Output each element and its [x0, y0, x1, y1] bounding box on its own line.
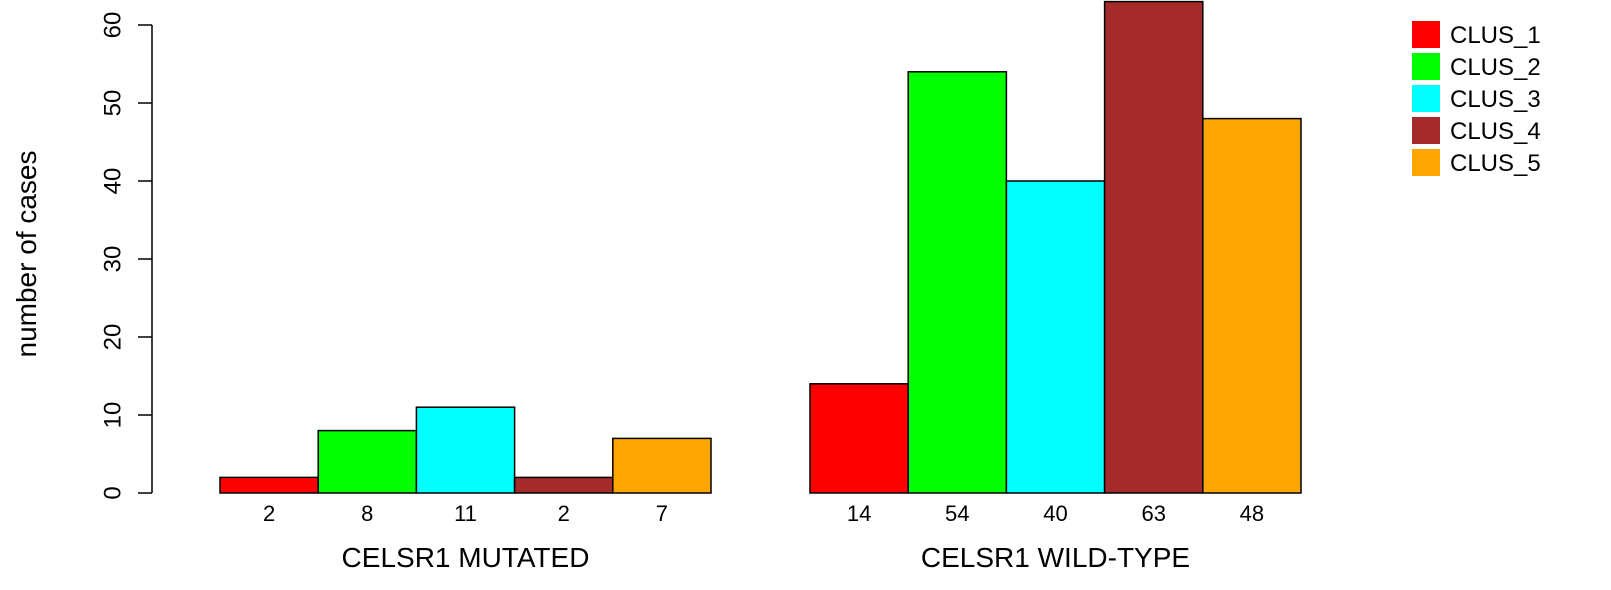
bar-value-label: 63 — [1141, 501, 1165, 526]
legend-label: CLUS_1 — [1450, 22, 1541, 49]
bar-value-label: 48 — [1240, 501, 1264, 526]
bar-clus-1 — [809, 383, 909, 494]
y-tick-label: 60 — [99, 12, 126, 39]
y-tick-label: 0 — [99, 486, 126, 499]
bars — [219, 0, 1302, 494]
bar-value-label: 14 — [847, 501, 871, 526]
bar-value-label: 11 — [454, 501, 477, 526]
group-label: CELSR1 MUTATED — [342, 542, 590, 573]
group-label: CELSR1 WILD-TYPE — [921, 542, 1190, 573]
y-tick-label: 30 — [99, 246, 126, 273]
legend-swatch — [1412, 21, 1440, 48]
bar-clus-3 — [1005, 180, 1106, 494]
legend: CLUS_1 CLUS_2 CLUS_3 CLUS_4 CLUS_5 — [1412, 21, 1541, 177]
group-labels: CELSR1 MUTATED CELSR1 WILD-TYPE — [342, 542, 1191, 573]
legend-label: CLUS_4 — [1450, 118, 1541, 145]
bar-clus-1 — [219, 476, 319, 494]
y-axis: 0 10 20 30 40 50 60 — [99, 12, 153, 500]
bar-value-label: 2 — [558, 501, 570, 526]
bar-value-label: 54 — [945, 501, 969, 526]
bar-value-label: 40 — [1043, 501, 1067, 526]
legend-swatch — [1412, 117, 1440, 144]
bar-clus-2 — [317, 429, 418, 494]
bar-clus-5 — [612, 437, 712, 494]
bar-value-label: 2 — [263, 501, 275, 526]
bar-clus-3 — [415, 406, 516, 494]
bar-clus-5 — [1202, 117, 1302, 494]
legend-label: CLUS_3 — [1450, 86, 1541, 113]
legend-label: CLUS_5 — [1450, 150, 1541, 177]
bar-value-label: 8 — [361, 501, 373, 526]
legend-swatch — [1412, 149, 1440, 176]
bar-value-label: 7 — [656, 501, 668, 526]
y-tick-label: 40 — [99, 168, 126, 195]
legend-swatch — [1412, 85, 1440, 112]
bar-value-labels: 2 8 11 2 7 14 54 40 63 48 — [263, 501, 1264, 526]
bar-clus-4 — [513, 476, 614, 494]
y-axis-label: number of cases — [11, 151, 42, 358]
legend-label: CLUS_2 — [1450, 54, 1541, 81]
y-tick-label: 20 — [99, 324, 126, 351]
y-tick-label: 50 — [99, 90, 126, 117]
bar-clus-2 — [907, 71, 1008, 494]
y-tick-label: 10 — [99, 402, 126, 429]
bar-clus-4 — [1103, 0, 1204, 494]
legend-swatch — [1412, 53, 1440, 80]
